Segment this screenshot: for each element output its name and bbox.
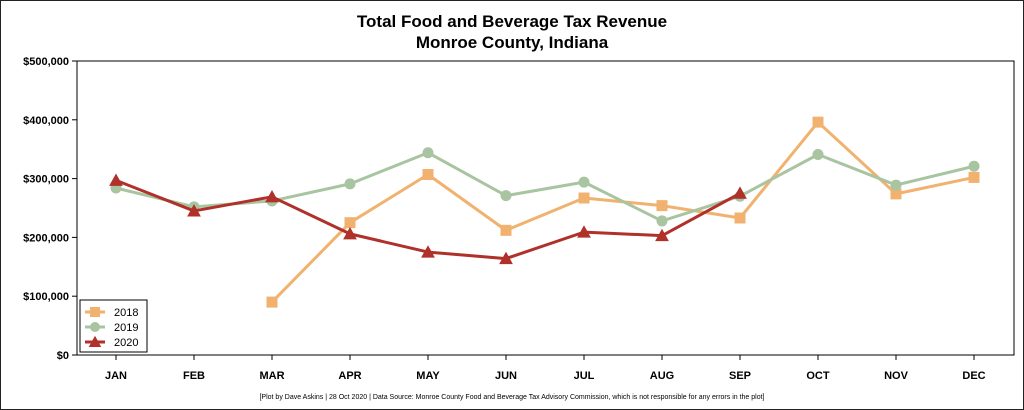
y-tick-label: $100,000 <box>23 291 69 303</box>
legend-label: 2018 <box>114 307 138 319</box>
legend-marker <box>90 307 100 317</box>
x-tick-label: FEB <box>183 370 205 382</box>
chart-subtitle: Monroe County, Indiana <box>416 33 609 52</box>
data-point-2019 <box>500 190 512 202</box>
data-point-2019 <box>578 176 590 188</box>
legend-item-2019: 2019 <box>85 322 138 334</box>
data-point-2019 <box>890 179 902 191</box>
x-tick-label: SEP <box>729 370 751 382</box>
data-point-2018 <box>344 217 356 229</box>
data-point-2019 <box>422 147 434 159</box>
y-tick-label: $0 <box>57 350 69 362</box>
series-2020 <box>109 173 747 265</box>
x-tick-label: MAR <box>259 370 284 382</box>
legend: 2018 2019 2020 <box>79 299 148 353</box>
legend-item-2020: 2020 <box>85 335 138 349</box>
data-point-2018 <box>734 212 746 224</box>
series-layer <box>109 116 980 308</box>
x-tick-label: OCT <box>806 370 830 382</box>
data-point-2018 <box>890 188 902 200</box>
data-point-2018 <box>578 192 590 204</box>
series-line-2019 <box>115 151 975 223</box>
x-tick-label: DEC <box>962 370 985 382</box>
legend-label: 2019 <box>114 322 138 334</box>
series-line-2018 <box>270 120 975 304</box>
legend-item-2018: 2018 <box>85 307 138 319</box>
x-tick-label: NOV <box>884 370 909 382</box>
legend-marker <box>90 322 100 332</box>
y-tick-label: $200,000 <box>23 232 69 244</box>
chart-title: Total Food and Beverage Tax Revenue <box>357 12 667 31</box>
x-axis: JAN FEB MAR APR MAY JUN JUL AUG SEP OCT NOV DEC <box>105 355 986 382</box>
x-tick-label: APR <box>338 370 361 382</box>
data-point-2018 <box>266 296 278 308</box>
data-point-2020 <box>655 228 669 242</box>
x-tick-label: JUN <box>495 370 517 382</box>
data-point-2020 <box>577 225 591 238</box>
data-point-2019 <box>968 160 980 172</box>
y-tick-label: $500,000 <box>23 56 69 68</box>
legend-label: 2020 <box>114 337 138 349</box>
x-tick-label: JAN <box>105 370 127 382</box>
x-tick-label: JUL <box>574 370 595 382</box>
x-tick-label: AUG <box>650 370 674 382</box>
data-point-2018 <box>656 200 668 212</box>
data-point-2018 <box>422 168 434 180</box>
data-point-2020 <box>499 251 513 265</box>
data-point-2020 <box>109 173 123 186</box>
legend-marker <box>88 335 102 347</box>
data-point-2020 <box>733 186 747 199</box>
data-point-2020 <box>421 245 435 258</box>
data-point-2018 <box>500 224 512 236</box>
data-point-2019 <box>656 215 668 227</box>
data-point-2019 <box>812 148 824 160</box>
y-axis: $0 $100,000 $200,000 $300,000 $400,000 $500,0… <box>23 56 77 362</box>
data-point-2018 <box>968 171 980 183</box>
chart-footnote: [Plot by Dave Askins | 28 Oct 2020 | Dat… <box>259 394 764 401</box>
series-2018 <box>266 116 980 308</box>
data-point-2018 <box>812 116 824 128</box>
data-point-2020 <box>187 204 201 217</box>
data-point-2019 <box>344 178 356 190</box>
data-point-2020 <box>265 189 279 203</box>
x-tick-label: MAY <box>416 370 440 382</box>
data-point-2020 <box>343 226 357 240</box>
plot-area <box>76 60 1015 356</box>
y-tick-label: $300,000 <box>23 174 69 186</box>
y-tick-label: $400,000 <box>23 115 69 127</box>
